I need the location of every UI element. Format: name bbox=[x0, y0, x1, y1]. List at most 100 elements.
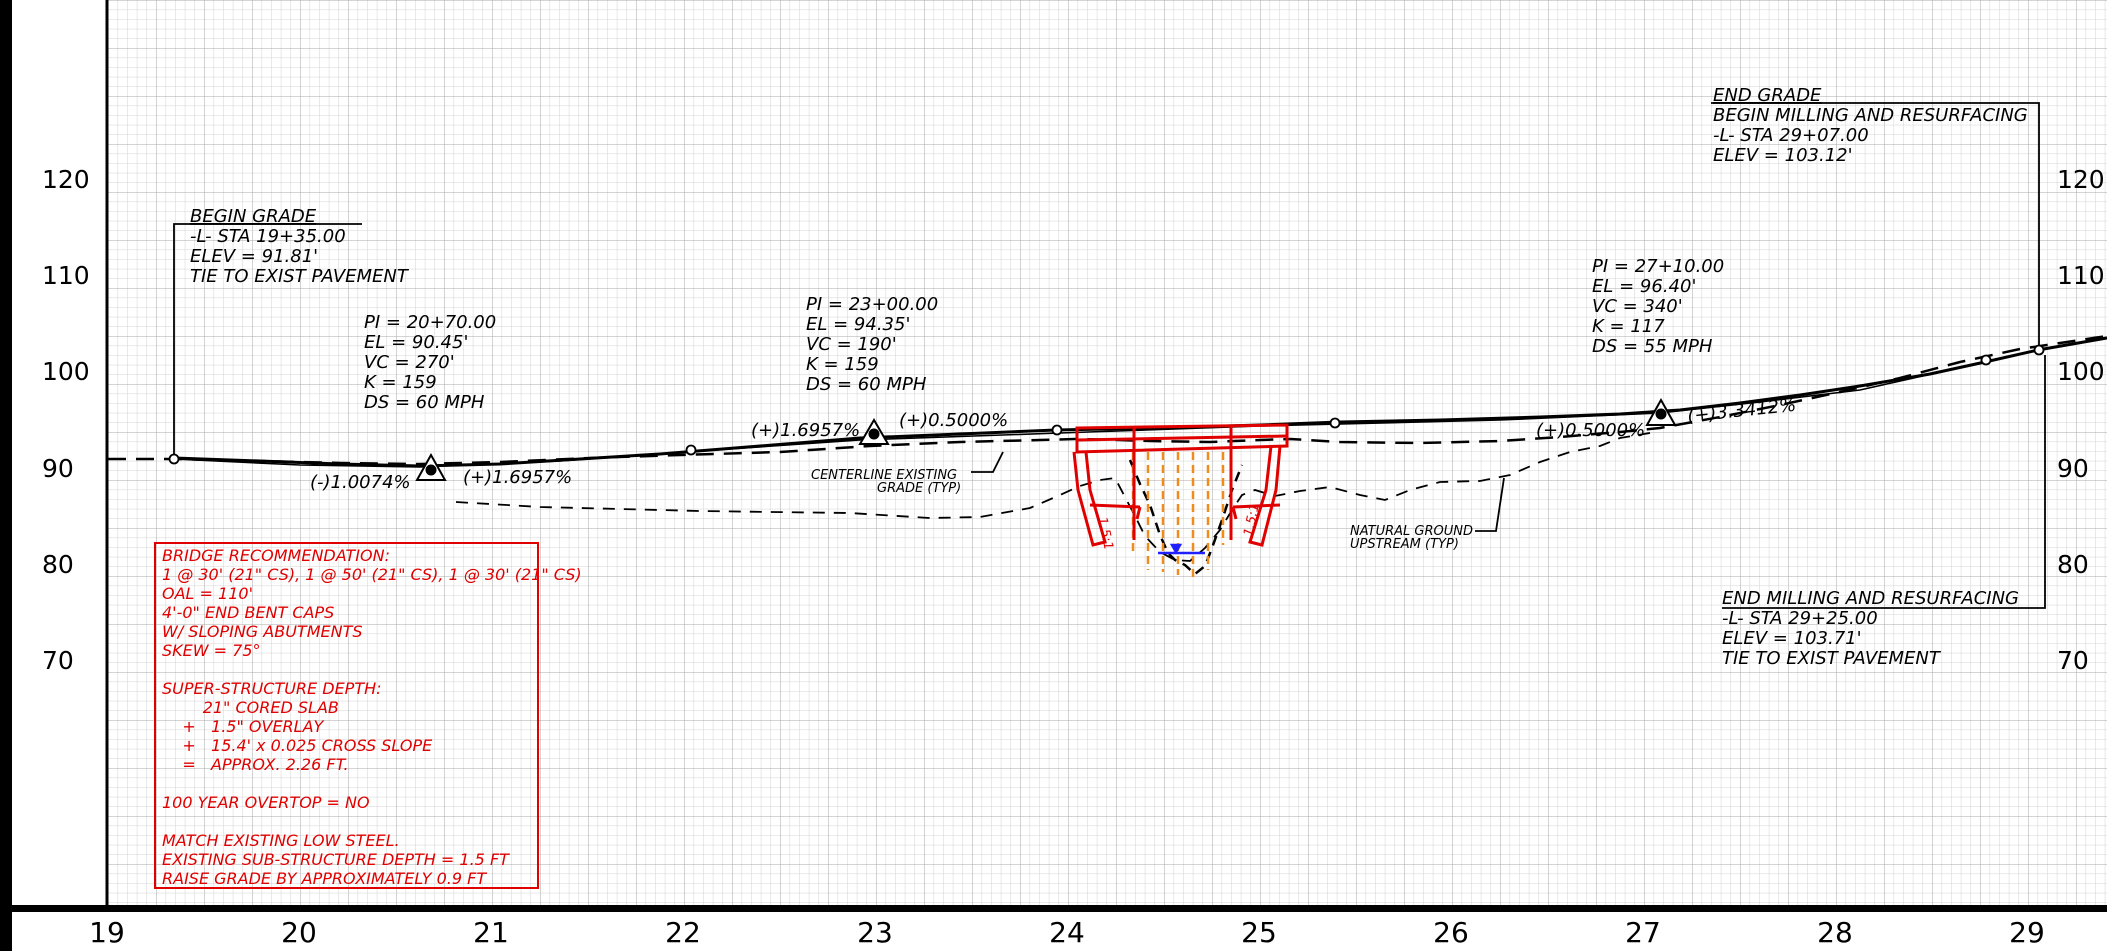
bridge-note-line-10: + 1.5" OVERLAY bbox=[162, 717, 325, 736]
station-axis: 19 20 21 22 23 24 25 26 27 28 29 bbox=[89, 916, 2045, 949]
bridge-recommendation-box: BRIDGE RECOMMENDATION: 1 @ 30' (21" CS),… bbox=[154, 542, 582, 889]
end-milling-line-3: TIE TO EXIST PAVEMENT bbox=[1722, 648, 1942, 669]
station-label-22: 22 bbox=[665, 916, 701, 949]
station-label-27: 27 bbox=[1625, 916, 1661, 949]
end-grade-line-3: ELEV = 103.12' bbox=[1713, 145, 1853, 166]
callout-leaders bbox=[173, 102, 2046, 609]
end-grade-marker bbox=[2033, 344, 2045, 356]
station-label-25: 25 bbox=[1241, 916, 1277, 949]
pvc-marker-2 bbox=[1051, 424, 1063, 436]
begin-grade-line-3: TIE TO EXIST PAVEMENT bbox=[190, 266, 410, 287]
pi-1-line-1: PI = 20+70.00 bbox=[364, 312, 496, 333]
pi-2-line-3: VC = 190' bbox=[806, 334, 897, 355]
natural-ground-leader bbox=[1475, 477, 1505, 532]
end-grade-line-2: -L- STA 29+07.00 bbox=[1713, 125, 1869, 146]
bridge-deck bbox=[1075, 423, 1289, 454]
bridge-note-line-12: = APPROX. 2.26 FT. bbox=[162, 755, 349, 774]
station-label-28: 28 bbox=[1817, 916, 1853, 949]
pi-2-line-2: EL = 94.35' bbox=[806, 314, 910, 335]
begin-grade-line-1: -L- STA 19+35.00 bbox=[190, 226, 346, 247]
pi-2-line-4: K = 159 bbox=[806, 354, 879, 375]
bridge-note-line-18: RAISE GRADE BY APPROXIMATELY 0.9 FT bbox=[162, 869, 487, 888]
station-label-29: 29 bbox=[2009, 916, 2045, 949]
bridge-note-line-5: W/ SLOPING ABUTMENTS bbox=[162, 622, 363, 641]
bridge-note-line-2: 1 @ 30' (21" CS), 1 @ 50' (21" CS), 1 @ … bbox=[162, 565, 582, 584]
pi-1-line-4: K = 159 bbox=[364, 372, 437, 393]
pi-3-callout: PI = 27+10.00 EL = 96.40' VC = 340' K = … bbox=[1592, 256, 1724, 357]
grade-markers bbox=[168, 344, 2045, 465]
pvc-marker-begin bbox=[168, 453, 180, 465]
elev-label-70-right: 70 bbox=[2057, 646, 2089, 675]
bridge-note-line-9: 21" CORED SLAB bbox=[162, 698, 339, 717]
pi-3-line-4: K = 117 bbox=[1592, 316, 1665, 337]
elev-label-80-right: 80 bbox=[2057, 550, 2089, 579]
pi-triangle-3 bbox=[1645, 397, 1677, 426]
bridge-note-line-6: SKEW = 75° bbox=[162, 641, 261, 660]
end-milling-line-2: ELEV = 103.71' bbox=[1722, 628, 1862, 649]
end-grade-callout: END GRADE BEGIN MILLING AND RESURFACING … bbox=[1713, 85, 2028, 166]
bridge-note-line-4: 4'-0" END BENT CAPS bbox=[162, 603, 334, 622]
bridge-note-line-16: MATCH EXISTING LOW STEEL. bbox=[162, 831, 400, 850]
pi-3-line-3: VC = 340' bbox=[1592, 296, 1683, 317]
elev-label-110: 110 bbox=[42, 261, 90, 290]
bridge-deck-and-bents bbox=[1072, 423, 1289, 547]
slope-leader-right bbox=[1231, 503, 1281, 520]
grade-label-4: (+)0.5000% bbox=[899, 410, 1008, 431]
pi-1-line-2: EL = 90.45' bbox=[364, 332, 468, 353]
bridge-note-line-1: BRIDGE RECOMMENDATION: bbox=[162, 546, 390, 565]
pi-3-line-5: DS = 55 MPH bbox=[1592, 336, 1713, 357]
elev-label-100-right: 100 bbox=[2057, 357, 2105, 386]
water-surface bbox=[1158, 543, 1205, 555]
pi-triangle-2 bbox=[858, 418, 890, 445]
elev-label-100: 100 bbox=[42, 357, 90, 386]
pi-triangles bbox=[415, 397, 1677, 481]
pvt-marker-3 bbox=[1980, 354, 1992, 366]
abutment-right bbox=[1248, 445, 1282, 547]
pi-1-line-3: VC = 270' bbox=[364, 352, 455, 373]
pvt-marker-1 bbox=[685, 444, 697, 456]
station-label-24: 24 bbox=[1049, 916, 1085, 949]
station-label-19: 19 bbox=[89, 916, 125, 949]
pi-triangle-1 bbox=[415, 452, 447, 481]
bridge-note-line-17: EXISTING SUB-STRUCTURE DEPTH = 1.5 FT bbox=[162, 850, 510, 869]
slope-label-left: 1.5:1 bbox=[1094, 516, 1116, 552]
abutment-left bbox=[1072, 451, 1107, 547]
pi-2-callout: PI = 23+00.00 EL = 94.35' VC = 190' K = … bbox=[806, 294, 938, 395]
end-grade-line-1: BEGIN MILLING AND RESURFACING bbox=[1713, 105, 2028, 126]
station-label-20: 20 bbox=[281, 916, 317, 949]
left-elevation-axis: 120 110 100 90 80 70 bbox=[42, 165, 90, 675]
pi-3-line-2: EL = 96.40' bbox=[1592, 276, 1696, 297]
end-grade-leader bbox=[1711, 102, 2040, 346]
centerline-label-2: GRADE (TYP) bbox=[877, 481, 961, 496]
pvc-marker-3 bbox=[1329, 417, 1341, 429]
pi-1-callout: PI = 20+70.00 EL = 90.45' VC = 270' K = … bbox=[364, 312, 496, 413]
grade-label-2: (+)1.6957% bbox=[463, 467, 572, 488]
elev-label-120: 120 bbox=[42, 165, 90, 194]
pi-3-line-1: PI = 27+10.00 bbox=[1592, 256, 1724, 277]
end-milling-leader bbox=[1722, 355, 2046, 609]
pi-2-line-1: PI = 23+00.00 bbox=[806, 294, 938, 315]
centerline-existing-grade bbox=[108, 334, 2107, 466]
elev-label-70: 70 bbox=[42, 646, 74, 675]
right-elevation-axis: 120 110 100 90 80 70 bbox=[2057, 165, 2105, 675]
elev-label-90-right: 90 bbox=[2057, 454, 2089, 483]
bridge-note-line-11: + 15.4' x 0.025 CROSS SLOPE bbox=[162, 736, 433, 755]
begin-grade-callout: BEGIN GRADE -L- STA 19+35.00 ELEV = 91.8… bbox=[190, 206, 410, 287]
pi-1-line-5: DS = 60 MPH bbox=[364, 392, 485, 413]
bridge-structure: 1.5:1 1.5:1 bbox=[1072, 423, 1289, 577]
grade-label-3: (+)1.6957% bbox=[751, 420, 860, 441]
bridge-note-line-3: OAL = 110' bbox=[162, 584, 253, 603]
natural-ground-label-1: NATURAL GROUND bbox=[1350, 524, 1473, 539]
begin-grade-leader bbox=[173, 223, 362, 455]
bridge-note-line-8: SUPER-STRUCTURE DEPTH: bbox=[162, 679, 382, 698]
end-grade-title: END GRADE bbox=[1713, 85, 1822, 106]
begin-grade-title: BEGIN GRADE bbox=[190, 206, 317, 227]
grade-label-5: (+)0.5000% bbox=[1536, 420, 1645, 441]
centerline-label-1: CENTERLINE EXISTING bbox=[811, 468, 957, 483]
end-milling-title: END MILLING AND RESURFACING bbox=[1722, 588, 2019, 609]
elev-label-120-right: 120 bbox=[2057, 165, 2105, 194]
slope-label-right: 1.5:1 bbox=[1241, 502, 1263, 538]
grade-label-1: (-)1.0074% bbox=[310, 472, 411, 493]
